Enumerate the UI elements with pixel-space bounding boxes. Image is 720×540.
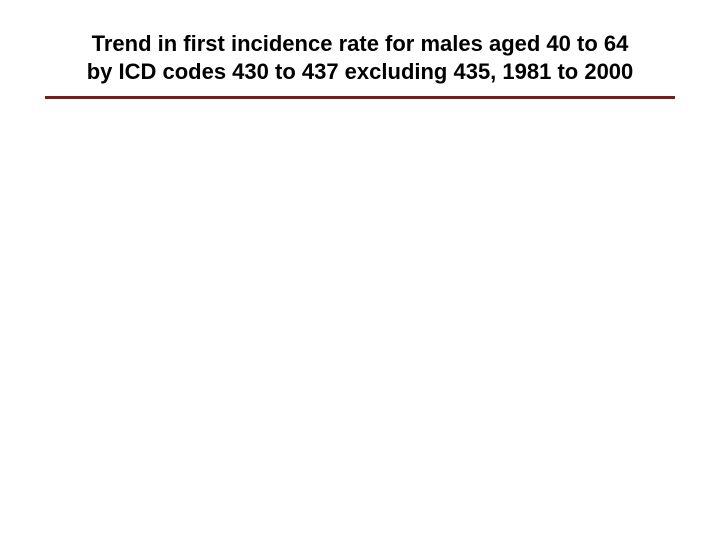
divider-rule — [45, 96, 675, 99]
slide: Trend in first incidence rate for males … — [0, 0, 720, 540]
title-block: Trend in first incidence rate for males … — [50, 30, 670, 85]
title-line-2: by ICD codes 430 to 437 excluding 435, 1… — [50, 58, 670, 86]
title-line-1: Trend in first incidence rate for males … — [50, 30, 670, 58]
